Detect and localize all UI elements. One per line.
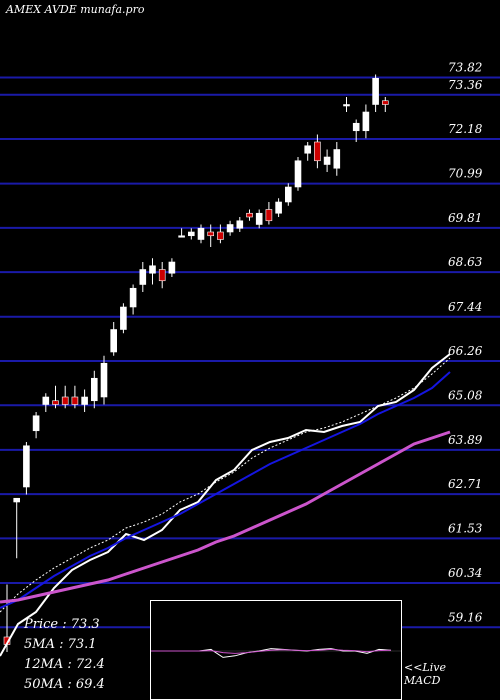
candle-body-23 xyxy=(226,224,234,233)
candle-body-3 xyxy=(32,415,40,432)
ma5-line xyxy=(0,357,451,613)
y-tick-label-10: 62.71 xyxy=(448,477,482,491)
y-tick-label-6: 67.44 xyxy=(448,300,482,314)
candle-body-31 xyxy=(304,145,312,154)
candle-body-13 xyxy=(129,287,137,308)
candle-body-14 xyxy=(139,269,147,285)
macd-signal-line xyxy=(151,648,392,654)
chart-title: AMEX AVDE munafa.pro xyxy=(6,3,145,16)
macd-panel xyxy=(150,600,402,700)
price-line xyxy=(0,353,451,657)
candle-body-33 xyxy=(323,156,331,165)
price-stat: Price : 73.3 xyxy=(24,617,100,632)
candle-body-1 xyxy=(13,497,20,503)
stats-panel: Price : 73.3 5MA : 73.1 12MA : 72.4 50MA… xyxy=(24,615,105,695)
macd-label-macd: MACD xyxy=(404,674,441,687)
candle-body-37 xyxy=(362,111,370,132)
candle-body-8 xyxy=(81,396,88,405)
candle-body-5 xyxy=(52,400,59,405)
candle-body-9 xyxy=(91,377,98,402)
candle-body-7 xyxy=(71,396,79,405)
candle-body-26 xyxy=(255,212,263,225)
candle-body-15 xyxy=(149,265,156,274)
candle-body-34 xyxy=(333,149,341,169)
candle-body-27 xyxy=(265,209,273,222)
y-tick-label-11: 61.53 xyxy=(448,521,483,535)
candle-body-10 xyxy=(100,362,108,398)
candle-body-30 xyxy=(294,160,302,188)
y-tick-label-1: 73.36 xyxy=(448,78,483,92)
y-tick-label-5: 68.63 xyxy=(448,255,483,269)
y-tick-label-7: 66.26 xyxy=(448,344,483,358)
candle-body-35 xyxy=(343,104,350,107)
ma50-stat: 50MA : 69.4 xyxy=(24,677,105,692)
candle-body-36 xyxy=(352,122,360,132)
candle-body-21 xyxy=(207,231,214,237)
macd-label-live: <<Live xyxy=(404,661,446,674)
candle-body-29 xyxy=(284,186,292,203)
candle-body-18 xyxy=(178,235,185,238)
candle-body-39 xyxy=(381,100,389,105)
candle-body-20 xyxy=(197,227,205,240)
candle-body-16 xyxy=(158,269,166,282)
y-tick-label-4: 69.81 xyxy=(448,211,482,225)
candle-body-28 xyxy=(275,201,282,214)
candle-body-4 xyxy=(42,396,50,405)
candle-body-17 xyxy=(168,261,176,274)
y-tick-label-9: 63.89 xyxy=(448,433,483,447)
ma50-line xyxy=(0,430,451,604)
candle-body-11 xyxy=(110,329,117,353)
y-tick-label-2: 72.18 xyxy=(448,122,483,136)
candle-body-22 xyxy=(217,231,224,240)
candle-body-38 xyxy=(372,77,379,105)
candle-body-19 xyxy=(188,231,195,237)
y-tick-label-12: 60.34 xyxy=(448,566,482,580)
y-tick-label-3: 70.99 xyxy=(448,167,483,181)
ma12-stat: 12MA : 72.4 xyxy=(24,657,105,672)
y-tick-label-13: 59.16 xyxy=(448,610,483,624)
ma5-stat: 5MA : 73.1 xyxy=(24,637,97,652)
candle-body-6 xyxy=(61,396,69,405)
candle-body-25 xyxy=(246,212,253,218)
macd-label: <<Live MACD xyxy=(404,661,446,687)
candle-body-24 xyxy=(236,220,244,229)
candle-body-32 xyxy=(314,141,321,162)
candle-body-2 xyxy=(23,445,30,488)
y-tick-label-0: 73.82 xyxy=(448,61,482,75)
ma12-line xyxy=(0,371,451,609)
y-tick-label-8: 65.08 xyxy=(448,388,483,402)
candle-body-12 xyxy=(120,306,127,330)
macd-chart xyxy=(151,648,401,658)
